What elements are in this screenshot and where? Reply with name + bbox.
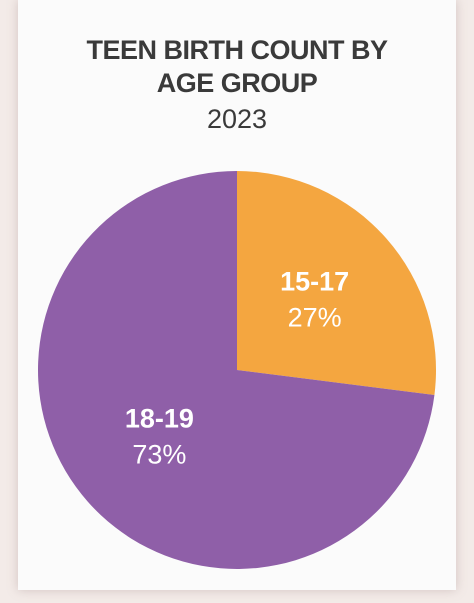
slice-label: 15-17: [280, 267, 349, 297]
pie-slice: [237, 171, 436, 395]
slice-value-label: 27%: [288, 303, 342, 333]
slice-label: 18-19: [125, 404, 194, 434]
slice-value-label: 73%: [132, 440, 186, 470]
pie-slice: [38, 171, 435, 569]
chart-title: TEEN BIRTH COUNT BY AGE GROUP: [86, 35, 389, 98]
chart-subtitle: 2023: [206, 104, 268, 134]
